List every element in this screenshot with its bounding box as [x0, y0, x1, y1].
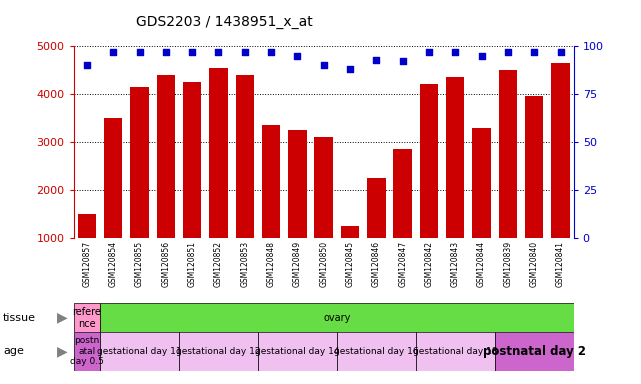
- Bar: [100, 332, 179, 371]
- Text: gestational day 14: gestational day 14: [255, 347, 340, 356]
- Point: [476, 53, 487, 59]
- Text: gestational day 16: gestational day 16: [334, 347, 419, 356]
- Bar: [551, 63, 570, 286]
- Point: [187, 49, 197, 55]
- Text: gestational day 18: gestational day 18: [413, 347, 497, 356]
- Point: [240, 49, 250, 55]
- Text: ▶: ▶: [56, 311, 67, 325]
- Bar: [394, 149, 412, 286]
- Point: [371, 56, 381, 63]
- Point: [82, 62, 92, 68]
- Bar: [525, 96, 544, 286]
- Bar: [262, 125, 280, 286]
- Text: ▶: ▶: [56, 344, 67, 358]
- Bar: [104, 118, 122, 286]
- Point: [213, 49, 224, 55]
- Text: GDS2203 / 1438951_x_at: GDS2203 / 1438951_x_at: [136, 15, 313, 29]
- Bar: [130, 87, 149, 286]
- Text: gestational day 11: gestational day 11: [97, 347, 182, 356]
- Point: [397, 58, 408, 65]
- Point: [345, 66, 355, 72]
- Point: [529, 49, 539, 55]
- Bar: [315, 137, 333, 286]
- Text: age: age: [3, 346, 24, 356]
- Bar: [416, 332, 495, 371]
- Bar: [288, 130, 306, 286]
- Point: [292, 53, 303, 59]
- Text: tissue: tissue: [3, 313, 36, 323]
- Text: ovary: ovary: [323, 313, 351, 323]
- Text: gestational day 12: gestational day 12: [176, 347, 261, 356]
- Point: [555, 49, 565, 55]
- Bar: [78, 214, 96, 286]
- Point: [135, 49, 145, 55]
- Bar: [156, 75, 175, 286]
- Bar: [235, 75, 254, 286]
- Bar: [495, 332, 574, 371]
- Point: [503, 49, 513, 55]
- Bar: [74, 303, 100, 332]
- Point: [424, 49, 434, 55]
- Text: refere
nce: refere nce: [72, 307, 101, 329]
- Bar: [258, 332, 337, 371]
- Point: [319, 62, 329, 68]
- Bar: [446, 77, 465, 286]
- Bar: [183, 82, 201, 286]
- Bar: [209, 68, 228, 286]
- Bar: [74, 332, 100, 371]
- Bar: [341, 226, 359, 286]
- Bar: [420, 84, 438, 286]
- Bar: [337, 332, 416, 371]
- Point: [266, 49, 276, 55]
- Text: postnatal day 2: postnatal day 2: [483, 345, 586, 358]
- Point: [108, 49, 119, 55]
- Bar: [499, 70, 517, 286]
- Bar: [472, 127, 491, 286]
- Point: [450, 49, 460, 55]
- Bar: [179, 332, 258, 371]
- Text: postn
atal
day 0.5: postn atal day 0.5: [70, 336, 104, 366]
- Bar: [367, 178, 385, 286]
- Point: [161, 49, 171, 55]
